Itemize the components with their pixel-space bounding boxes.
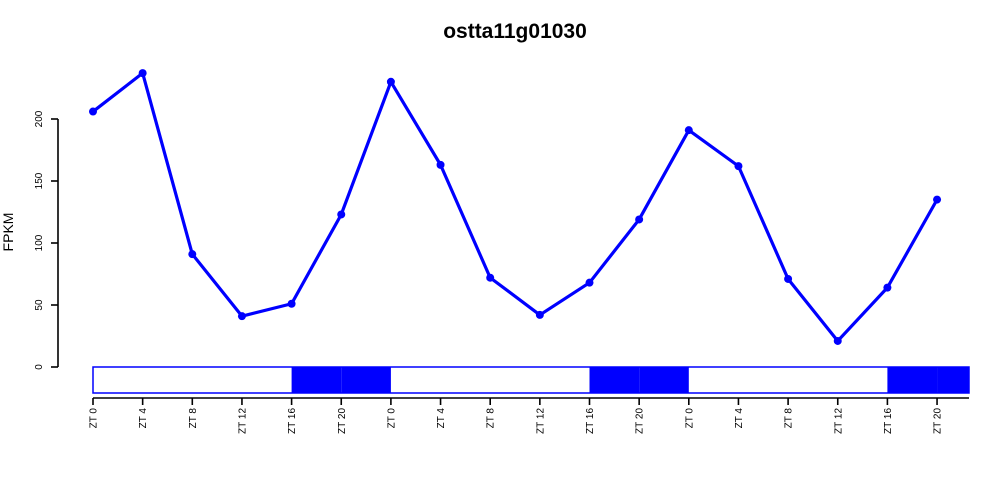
data-point [188,250,197,259]
dark-period-block [887,367,938,393]
light-dark-bar [92,366,970,394]
x-tick-label: ZT 4 [734,408,745,429]
y-tick-label: 50 [34,299,45,311]
series-group [89,69,942,345]
x-tick-label: ZT 8 [784,408,795,429]
x-tick-label: ZT 0 [684,408,695,429]
y-tick-label: 100 [34,234,45,251]
x-tick-label: ZT 4 [138,408,149,429]
data-point [734,162,743,171]
x-tick-label: ZT 16 [883,408,894,434]
data-point [635,215,644,224]
y-tick-label: 150 [34,172,45,189]
data-point [89,107,97,116]
x-tick-label: ZT 20 [635,408,646,434]
data-point [138,69,147,78]
dark-period-block [291,367,342,393]
y-tick-label: 0 [34,364,45,370]
x-tick-label: ZT 16 [287,408,298,434]
data-point [933,195,942,204]
dark-period-block [589,367,640,393]
data-point [833,336,842,345]
x-tick-label: ZT 12 [237,408,248,434]
x-tick-label: ZT 16 [585,408,596,434]
x-tick-label: ZT 8 [188,408,199,429]
y-tick-label: 200 [34,110,45,127]
dark-period-block [937,367,969,393]
data-point [883,283,892,292]
data-point [386,77,395,86]
data-point [436,160,445,169]
data-point [287,299,296,308]
x-tick-label: ZT 12 [535,408,546,434]
series-line [92,71,939,343]
data-point [684,126,693,135]
x-axis: ZT 0 ZT 4 ZT 8 ZT 12 ZT 16 ZT 20 ZT 0 ZT 4 ZT 8 Z… [89,397,969,434]
x-tick-label: ZT 0 [89,408,100,429]
data-point [237,312,246,321]
light-period-bar [92,366,970,394]
y-axis-title: FPKM [0,213,16,252]
chart-title: ostta11g01030 [443,20,587,43]
x-tick-label: ZT 8 [486,408,497,429]
data-point [784,274,793,283]
data-point [535,310,544,319]
x-tick-label: ZT 12 [833,408,844,434]
data-point [585,278,594,287]
y-axis: 0 50 100 150 200 [34,110,59,370]
x-tick-label: ZT 20 [337,408,348,434]
x-tick-label: ZT 20 [933,408,944,434]
data-point [337,210,346,219]
x-tick-label: ZT 4 [436,408,447,429]
data-point [486,273,495,282]
x-tick-label: ZT 0 [386,408,397,429]
dark-period-block [341,367,391,393]
dark-period-block [639,367,689,393]
